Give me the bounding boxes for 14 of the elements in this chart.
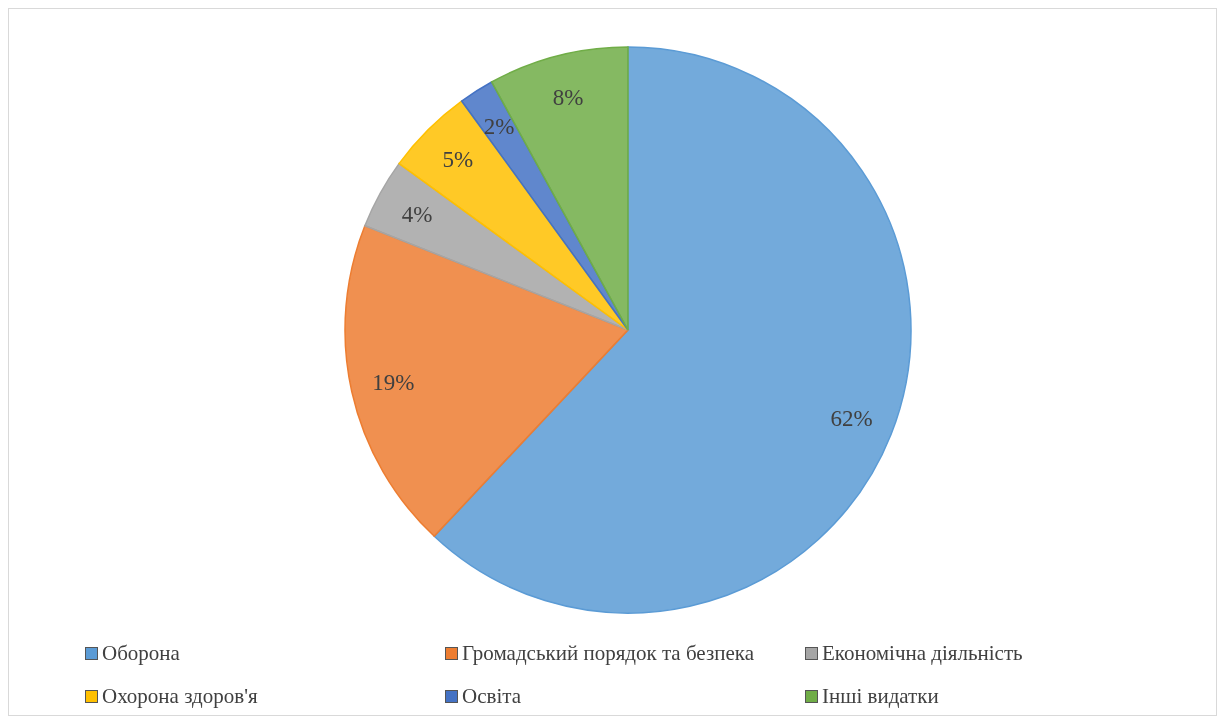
legend-label: Оборона bbox=[102, 641, 180, 666]
data-label: 62% bbox=[830, 406, 873, 432]
legend-label: Освіта bbox=[462, 684, 521, 709]
data-label: 5% bbox=[442, 147, 474, 173]
legend-label: Громадський порядок та безпека bbox=[462, 641, 754, 666]
data-label: 2% bbox=[483, 114, 515, 140]
legend-label: Економічна діяльність bbox=[822, 641, 1023, 666]
legend-label: Інші видатки bbox=[822, 684, 939, 709]
data-label: 4% bbox=[401, 201, 433, 227]
data-label: 19% bbox=[372, 369, 415, 395]
pie-slice bbox=[344, 225, 629, 538]
data-label: 8% bbox=[552, 84, 584, 110]
legend-label: Охорона здоров'я bbox=[102, 684, 258, 709]
pie-slice bbox=[433, 46, 912, 614]
